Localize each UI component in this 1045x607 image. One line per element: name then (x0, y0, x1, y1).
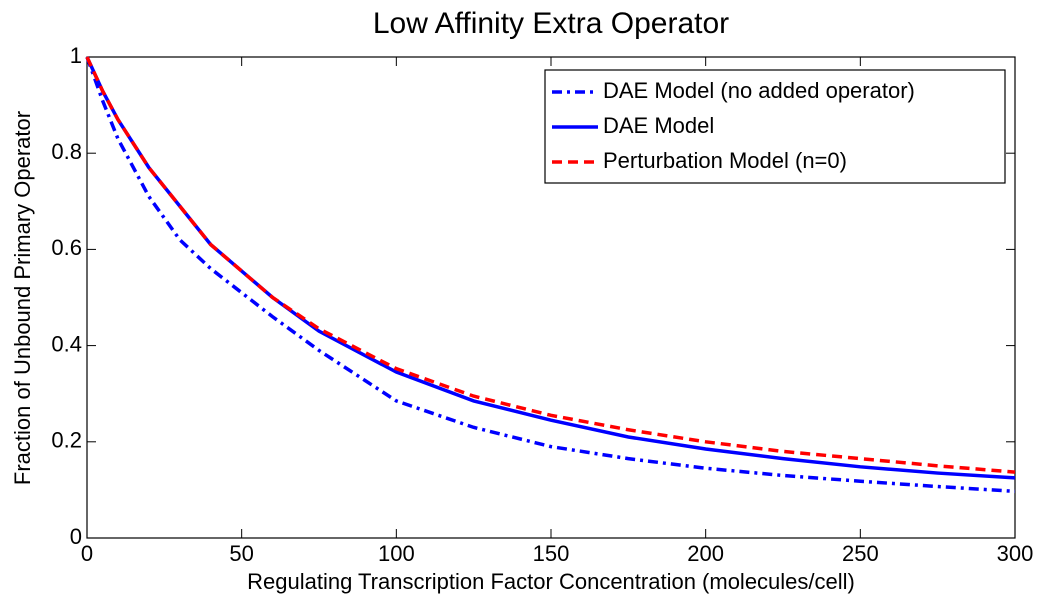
series-line (85, 56, 1016, 494)
y-tick-label: 0 (70, 524, 82, 549)
legend-label: DAE Model (603, 113, 714, 138)
y-tick-label: 0.6 (51, 235, 82, 260)
legend-box (544, 69, 1006, 184)
y-tick-label: 0.2 (51, 428, 82, 453)
x-axis-label: Regulating Transcription Factor Concentr… (247, 569, 855, 594)
x-tick-label: 50 (229, 541, 253, 566)
x-tick-label: 150 (533, 541, 570, 566)
legend-label: DAE Model (no added operator) (603, 78, 915, 103)
x-tick-label: 300 (997, 541, 1034, 566)
series-line (85, 56, 1016, 474)
y-tick-label: 0.4 (51, 331, 82, 356)
y-axis-label: Fraction of Unbound Primary Operator (10, 111, 35, 485)
x-tick-label: 100 (378, 541, 415, 566)
x-tick-label: 0 (81, 541, 93, 566)
chart-title: Low Affinity Extra Operator (373, 7, 729, 40)
y-tick-label: 0.8 (51, 139, 82, 164)
legend-label: Perturbation Model (n=0) (603, 148, 847, 173)
x-tick-label: 250 (842, 541, 879, 566)
x-tick-label: 200 (687, 541, 724, 566)
y-tick-label: 1 (70, 43, 82, 68)
